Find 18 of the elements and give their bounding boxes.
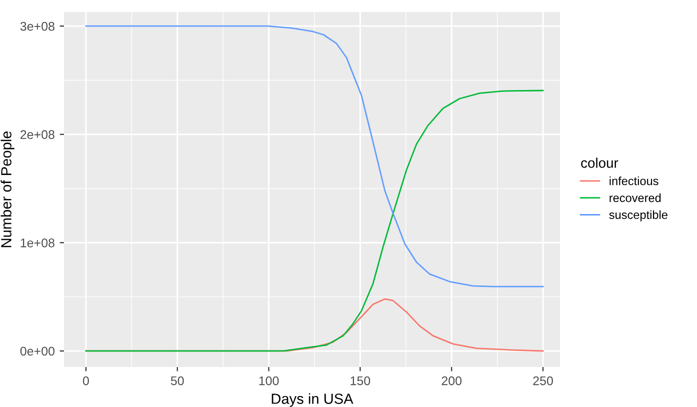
x-tick-label: 50 <box>170 376 184 386</box>
x-tick-label: 0 <box>82 376 89 386</box>
y-tick-label: 3e+08 <box>20 22 54 31</box>
x-tick-label: 250 <box>533 376 553 386</box>
legend-label: infectious <box>610 176 658 186</box>
y-axis-title: Number of People <box>0 131 14 248</box>
legend-label: recovered <box>610 193 661 202</box>
line-series <box>85 90 544 352</box>
x-axis-title: Days in USA <box>272 393 354 407</box>
legend-label: susceptible <box>609 210 668 222</box>
y-tick-label: 0e+00 <box>20 346 54 356</box>
line-series <box>85 25 544 288</box>
x-tick-label: 100 <box>259 376 279 386</box>
x-tick-label: 200 <box>442 376 462 386</box>
y-tick-label: 1e+08 <box>20 238 54 248</box>
y-tick-label: 2e+08 <box>20 130 54 140</box>
x-tick-label: 150 <box>350 376 370 386</box>
legend-title: colour <box>581 158 618 168</box>
